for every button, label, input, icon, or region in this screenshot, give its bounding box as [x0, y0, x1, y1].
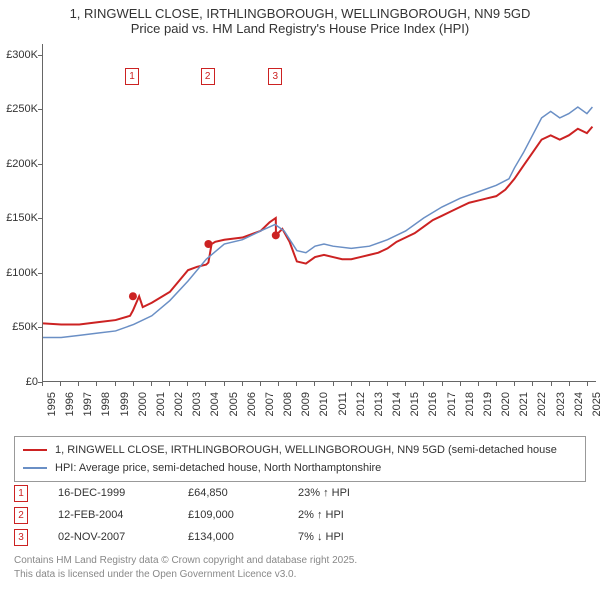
x-tick-label: 2018 [464, 392, 476, 416]
legend-item: HPI: Average price, semi-detached house,… [23, 459, 577, 477]
legend-label: HPI: Average price, semi-detached house,… [55, 462, 381, 474]
y-tick-label: £200K [6, 158, 38, 170]
x-tick-label: 1996 [64, 392, 76, 416]
legend-label: 1, RINGWELL CLOSE, IRTHLINGBOROUGH, WELL… [55, 444, 557, 456]
event-row: 2 12-FEB-2004 £109,000 2% ↑ HPI [14, 504, 586, 526]
y-tick-label: £150K [6, 212, 38, 224]
x-tick-label: 2003 [191, 392, 203, 416]
x-axis-labels: 1995 1996 1997 1998 1999 2000 2001 2002 2003 2004… [42, 386, 596, 436]
x-tick-label: 1997 [82, 392, 94, 416]
line-chart-svg [43, 44, 596, 381]
x-tick-label: 2015 [409, 392, 421, 416]
legend: 1, RINGWELL CLOSE, IRTHLINGBOROUGH, WELL… [14, 436, 586, 482]
x-tick-label: 2002 [173, 392, 185, 416]
event-pct: 2% ↑ HPI [298, 509, 378, 521]
x-tick-label: 2025 [591, 392, 600, 416]
x-tick-label: 1999 [119, 392, 131, 416]
y-axis-labels: £0£50K£100K£150K£200K£250K£300K [0, 44, 40, 382]
x-tick-label: 2019 [482, 392, 494, 416]
y-tick-label: £300K [6, 49, 38, 61]
event-date: 02-NOV-2007 [58, 531, 188, 543]
chart-container: 1, RINGWELL CLOSE, IRTHLINGBOROUGH, WELL… [0, 0, 600, 590]
x-tick-label: 1998 [100, 392, 112, 416]
chart-marker-box: 1 [125, 68, 139, 85]
x-tick-label: 2023 [555, 392, 567, 416]
event-price: £64,850 [188, 487, 298, 499]
x-tick-label: 2000 [137, 392, 149, 416]
plot-area [42, 44, 596, 382]
x-tick-label: 2012 [355, 392, 367, 416]
x-tick-label: 2001 [155, 392, 167, 416]
x-tick-label: 2008 [282, 392, 294, 416]
x-tick-label: 2024 [573, 392, 585, 416]
title-line-1: 1, RINGWELL CLOSE, IRTHLINGBOROUGH, WELL… [8, 6, 592, 21]
footer-line-1: Contains HM Land Registry data © Crown c… [14, 554, 586, 568]
x-tick-label: 1995 [46, 392, 58, 416]
x-tick-label: 2020 [500, 392, 512, 416]
y-tick-label: £100K [6, 267, 38, 279]
event-date: 16-DEC-1999 [58, 487, 188, 499]
y-tick-label: £250K [6, 103, 38, 115]
legend-swatch [23, 467, 47, 469]
event-marker-icon: 1 [14, 485, 28, 502]
event-marker-icon: 3 [14, 529, 28, 546]
chart-marker-box: 3 [268, 68, 282, 85]
x-tick-label: 2021 [518, 392, 530, 416]
legend-swatch [23, 449, 47, 451]
x-tick-label: 2010 [318, 392, 330, 416]
event-price: £134,000 [188, 531, 298, 543]
y-tick-label: £50K [12, 321, 38, 333]
title-line-2: Price paid vs. HM Land Registry's House … [8, 21, 592, 36]
events-table: 1 16-DEC-1999 £64,850 23% ↑ HPI 2 12-FEB… [14, 482, 586, 548]
event-price: £109,000 [188, 509, 298, 521]
legend-item: 1, RINGWELL CLOSE, IRTHLINGBOROUGH, WELL… [23, 441, 577, 459]
x-tick-label: 2013 [373, 392, 385, 416]
x-tick-label: 2009 [300, 392, 312, 416]
x-tick-label: 2006 [246, 392, 258, 416]
x-tick-label: 2004 [209, 392, 221, 416]
event-row: 3 02-NOV-2007 £134,000 7% ↓ HPI [14, 526, 586, 548]
event-pct: 23% ↑ HPI [298, 487, 378, 499]
event-marker-icon: 2 [14, 507, 28, 524]
chart-marker-box: 2 [201, 68, 215, 85]
event-date: 12-FEB-2004 [58, 509, 188, 521]
x-tick-label: 2022 [536, 392, 548, 416]
chart-title: 1, RINGWELL CLOSE, IRTHLINGBOROUGH, WELL… [0, 0, 600, 40]
x-tick-label: 2014 [391, 392, 403, 416]
event-pct: 7% ↓ HPI [298, 531, 378, 543]
footer-line-2: This data is licensed under the Open Gov… [14, 568, 586, 582]
footer-attribution: Contains HM Land Registry data © Crown c… [14, 554, 586, 581]
x-tick-label: 2007 [264, 392, 276, 416]
event-row: 1 16-DEC-1999 £64,850 23% ↑ HPI [14, 482, 586, 504]
y-tick-label: £0 [26, 376, 38, 388]
x-tick-label: 2011 [337, 392, 349, 416]
x-tick-label: 2017 [446, 392, 458, 416]
x-tick-label: 2016 [427, 392, 439, 416]
x-tick-label: 2005 [228, 392, 240, 416]
